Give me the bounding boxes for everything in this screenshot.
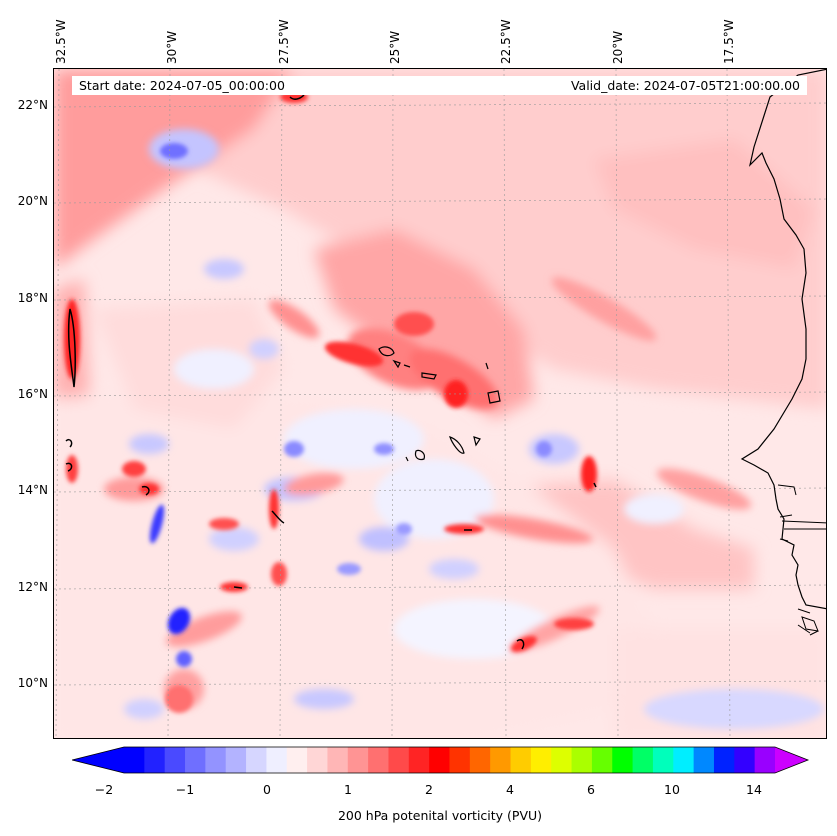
- lat-label-20n: 20°N: [17, 194, 48, 208]
- islands: [378, 346, 501, 462]
- colorbar-segment: [266, 747, 288, 773]
- lat-label-22n: 22°N: [17, 98, 48, 112]
- colorbar-segment: [449, 747, 471, 773]
- colorbar-segment: [510, 747, 532, 773]
- colorbar-segment: [754, 747, 776, 773]
- start-date-label: Start date: 2024-07-05_00:00:00: [79, 78, 285, 93]
- africa-coastline: [740, 69, 826, 610]
- colorbar-segment: [347, 747, 369, 773]
- colorbar-tick: 6: [587, 782, 595, 797]
- colorbar-segment: [469, 747, 491, 773]
- colorbar-segment: [571, 747, 593, 773]
- colorbar-tick: 0: [263, 782, 271, 797]
- pv-map-panel: [53, 68, 827, 739]
- lon-label-27-5w: 27.5°W: [277, 19, 291, 64]
- colorbar: [72, 746, 810, 774]
- lon-label-32-5w: 32.5°W: [54, 19, 68, 64]
- date-info-box: Start date: 2024-07-05_00:00:00 Valid_da…: [72, 76, 807, 95]
- colorbar-segment: [693, 747, 715, 773]
- colorbar-segment: [246, 747, 267, 773]
- colorbar-segment: [713, 747, 735, 773]
- colorbar-segment: [734, 747, 756, 773]
- pv-map-canvas: [54, 69, 826, 738]
- colorbar-tick: 10: [664, 782, 680, 797]
- colorbar-segment: [551, 747, 573, 773]
- colorbar-tick: 14: [746, 782, 762, 797]
- colorbar-segment: [632, 747, 654, 773]
- colorbar-segment: [327, 747, 349, 773]
- colorbar-tick: 2: [425, 782, 433, 797]
- lon-label-22-5w: 22.5°W: [499, 19, 513, 64]
- colorbar-segment: [124, 747, 145, 773]
- colorbar-segment: [144, 747, 166, 773]
- lon-label-20w: 20°W: [611, 30, 625, 64]
- lat-label-18n: 18°N: [17, 291, 48, 305]
- lat-label-10n: 10°N: [17, 676, 48, 690]
- colorbar-tick: −1: [175, 782, 195, 797]
- colorbar-outline: [72, 746, 810, 774]
- colorbar-segment: [490, 747, 512, 773]
- colorbar-tick: −2: [94, 782, 114, 797]
- colorbar-segment: [368, 747, 389, 773]
- valid-date-label: Valid_date: 2024-07-05T21:00:00.00: [570, 78, 800, 93]
- lat-label-12n: 12°N: [17, 580, 48, 594]
- lon-label-25w: 25°W: [388, 30, 402, 64]
- colorbar-segment: [673, 747, 695, 773]
- colorbar-segment: [408, 747, 430, 773]
- pv-contours: [65, 94, 597, 650]
- colorbar-segment: [652, 747, 674, 773]
- colorbar-segment: [612, 747, 634, 773]
- colorbar-segment: [286, 747, 308, 773]
- pv-field-cores: [64, 91, 597, 713]
- colorbar-segment: [205, 747, 227, 773]
- colorbar-segment: [429, 747, 450, 773]
- lon-label-30w: 30°W: [165, 30, 179, 64]
- colorbar-segment: [530, 747, 552, 773]
- colorbar-segment: [307, 747, 328, 773]
- coast-detail: [777, 484, 826, 636]
- lat-label-14n: 14°N: [17, 483, 48, 497]
- colorbar-segment: [225, 747, 247, 773]
- colorbar-tick: 1: [344, 782, 352, 797]
- lat-label-16n: 16°N: [17, 387, 48, 401]
- colorbar-extend-high: [775, 747, 808, 773]
- colorbar-segment: [164, 747, 186, 773]
- colorbar-segment: [185, 747, 206, 773]
- colorbar-label: 200 hPa potenital vorticity (PVU): [337, 808, 543, 823]
- colorbar-segment: [388, 747, 410, 773]
- colorbar-segment: [591, 747, 613, 773]
- lon-label-17-5w: 17.5°W: [722, 19, 736, 64]
- colorbar-extend-low: [72, 747, 124, 773]
- colorbar-tick: 4: [506, 782, 514, 797]
- graticule: [54, 69, 826, 738]
